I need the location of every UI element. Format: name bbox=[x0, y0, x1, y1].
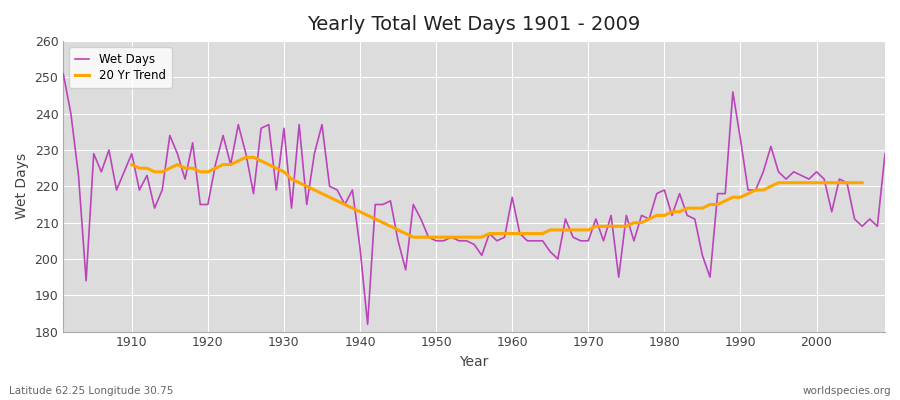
20 Yr Trend bbox=[126, 162, 137, 167]
Text: worldspecies.org: worldspecies.org bbox=[803, 386, 891, 396]
Wet Days bbox=[286, 206, 297, 210]
Wet Days bbox=[515, 231, 526, 236]
Title: Yearly Total Wet Days 1901 - 2009: Yearly Total Wet Days 1901 - 2009 bbox=[308, 15, 641, 34]
Wet Days bbox=[606, 213, 616, 218]
Line: 20 Yr Trend: 20 Yr Trend bbox=[131, 157, 862, 237]
20 Yr Trend bbox=[705, 202, 716, 207]
20 Yr Trend bbox=[180, 166, 191, 170]
20 Yr Trend bbox=[324, 195, 335, 200]
X-axis label: Year: Year bbox=[460, 355, 489, 369]
Wet Days bbox=[879, 151, 890, 156]
20 Yr Trend bbox=[240, 155, 251, 160]
20 Yr Trend bbox=[149, 170, 160, 174]
20 Yr Trend bbox=[857, 180, 868, 185]
Legend: Wet Days, 20 Yr Trend: Wet Days, 20 Yr Trend bbox=[69, 47, 172, 88]
Wet Days bbox=[332, 188, 343, 192]
Wet Days bbox=[58, 71, 68, 76]
20 Yr Trend bbox=[560, 228, 571, 232]
Wet Days bbox=[362, 322, 373, 327]
20 Yr Trend bbox=[408, 235, 418, 240]
Wet Days bbox=[119, 170, 130, 174]
Y-axis label: Wet Days: Wet Days bbox=[15, 153, 29, 220]
Text: Latitude 62.25 Longitude 30.75: Latitude 62.25 Longitude 30.75 bbox=[9, 386, 174, 396]
20 Yr Trend bbox=[507, 231, 517, 236]
Line: Wet Days: Wet Days bbox=[63, 74, 885, 324]
Wet Days bbox=[507, 195, 517, 200]
